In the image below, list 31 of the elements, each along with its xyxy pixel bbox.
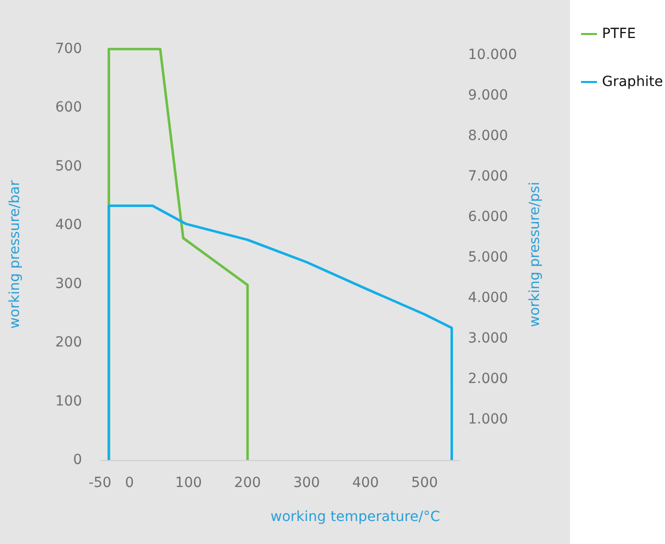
y-tick-label: 500 bbox=[55, 158, 82, 174]
y2-tick-label: 9.000 bbox=[468, 88, 508, 104]
y2-tick-label: 10.000 bbox=[468, 47, 517, 64]
legend-label: PTFE bbox=[602, 26, 636, 42]
x-tick-label: 100 bbox=[175, 475, 202, 491]
y2-tick-label: 8.000 bbox=[468, 128, 508, 144]
y-tick-label: 100 bbox=[55, 393, 82, 410]
line-series bbox=[108, 204, 453, 462]
x-tick-label: -50 bbox=[88, 475, 112, 491]
y-tick-label: 700 bbox=[55, 41, 82, 57]
x-tick-label: 0 bbox=[125, 475, 134, 491]
legend-label: Graphite bbox=[602, 74, 663, 90]
y2-tick-label: 6.000 bbox=[468, 209, 508, 226]
x-tick-label: 500 bbox=[411, 475, 438, 491]
x-tick-label: 200 bbox=[234, 475, 261, 491]
y-tick-label: 600 bbox=[55, 100, 82, 116]
y2-axis-title: working pressure/psi bbox=[527, 182, 543, 328]
y2-tick-label: 4.000 bbox=[468, 290, 508, 306]
x-axis-title: working temperature/°C bbox=[270, 509, 440, 525]
y2-tick-label: 5.000 bbox=[468, 250, 508, 266]
y-tick-label: 300 bbox=[55, 276, 82, 292]
y-tick-label: 200 bbox=[55, 334, 82, 351]
x-tick-label: 400 bbox=[352, 475, 379, 491]
y-axis-title: working pressure/bar bbox=[7, 180, 23, 329]
y2-tick-label: 7.000 bbox=[468, 168, 508, 185]
y2-tick-label: 3.000 bbox=[468, 330, 508, 347]
y2-tick-label: 2.000 bbox=[468, 371, 508, 388]
x-tick-label: 300 bbox=[293, 475, 320, 491]
y2-tick-label: 1.000 bbox=[468, 412, 508, 428]
y-tick-label: 400 bbox=[55, 217, 82, 234]
y-tick-label: 0 bbox=[73, 452, 82, 468]
